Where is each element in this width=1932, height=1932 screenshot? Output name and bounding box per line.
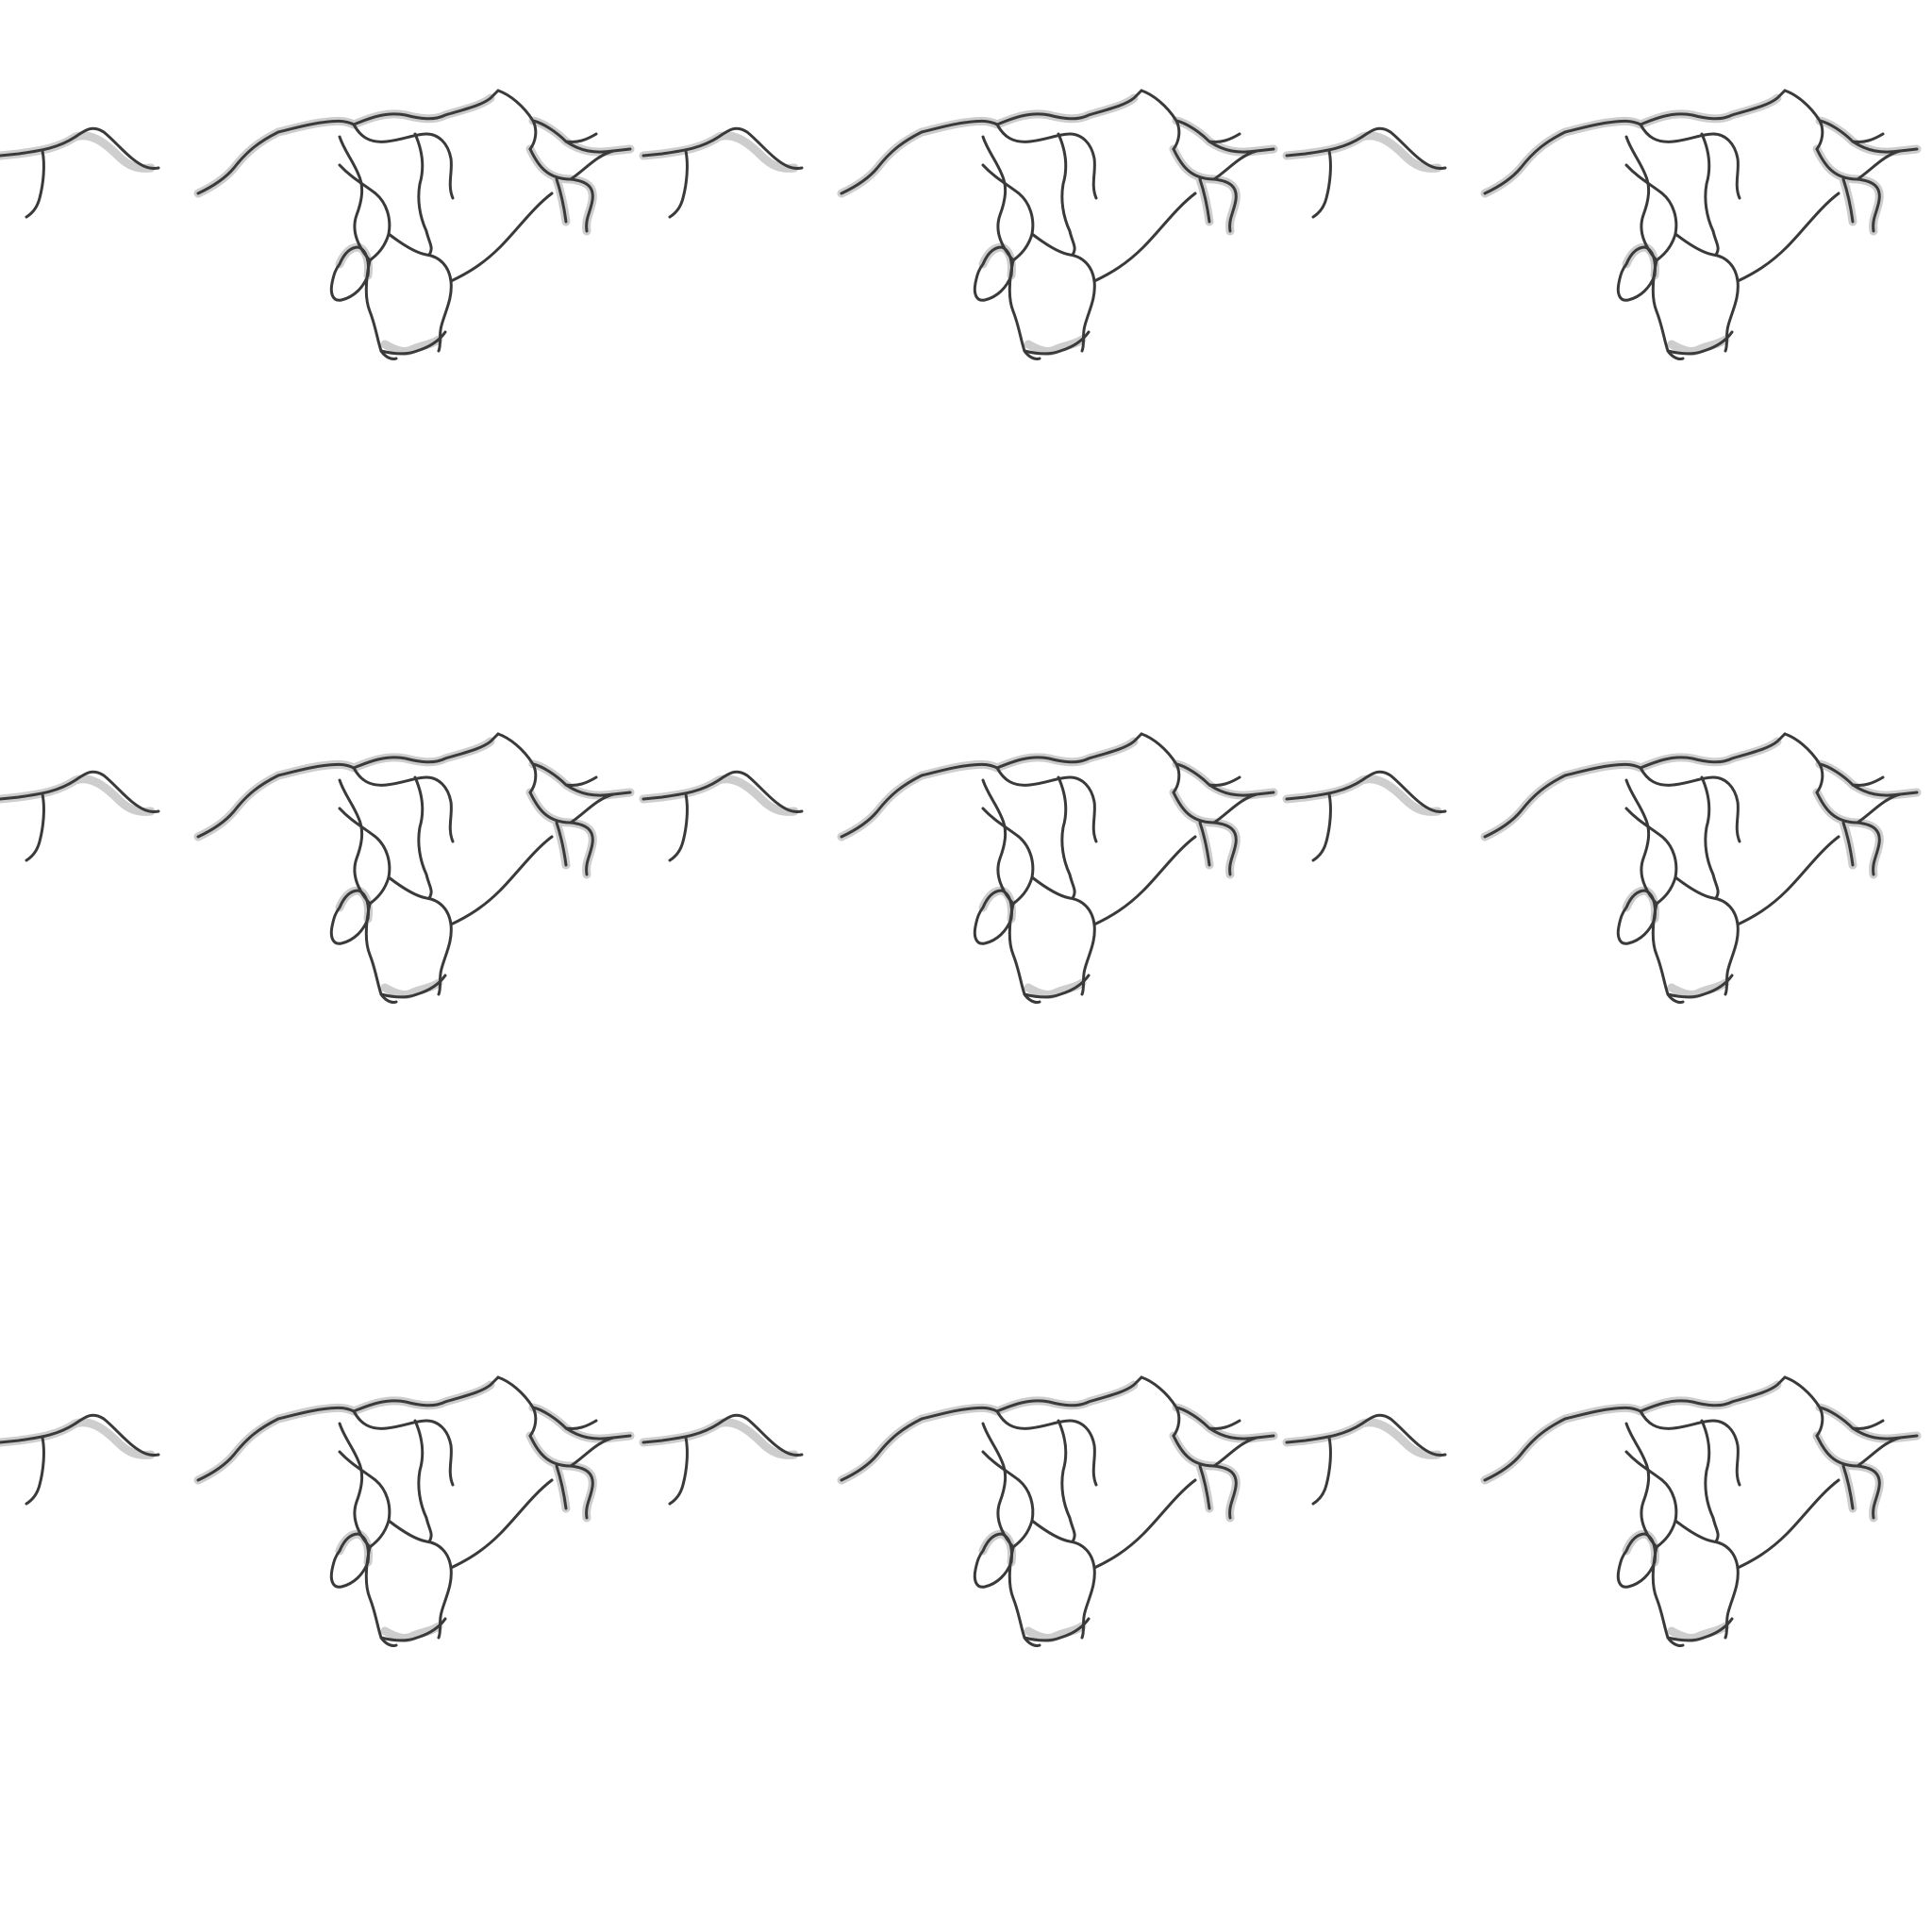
crack-tile — [0, 91, 630, 359]
crack-tile — [643, 1377, 1274, 1646]
crack-tile — [1287, 1377, 1917, 1646]
crack-tile — [643, 91, 1274, 359]
crack-tile — [1287, 734, 1917, 1003]
crack-tile — [0, 734, 630, 1003]
crack-tile — [1287, 91, 1917, 359]
crack-tiles — [0, 91, 1917, 1646]
crack-tile — [0, 1377, 630, 1646]
crack-tile — [643, 734, 1274, 1003]
